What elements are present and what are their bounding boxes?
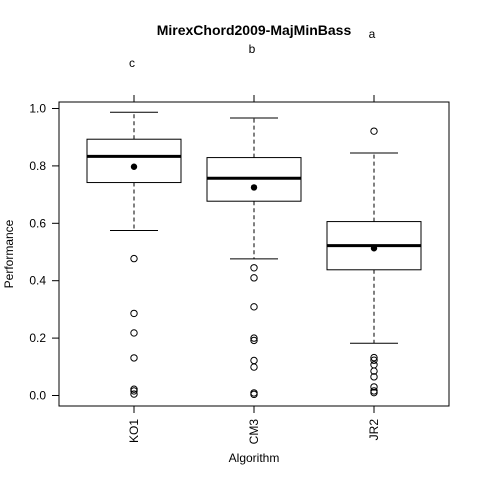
outlier-point xyxy=(250,303,258,311)
boxes-layer xyxy=(86,111,422,399)
mean-point xyxy=(250,184,258,191)
outlier-point xyxy=(370,353,378,362)
y-tick-label: 0.8 xyxy=(29,159,46,173)
mean-point xyxy=(130,163,138,170)
x-axis-label: Algorithm xyxy=(229,451,280,465)
outlier-point xyxy=(250,264,258,272)
outlier-point xyxy=(370,373,378,381)
outlier-point xyxy=(250,274,258,282)
outlier-point xyxy=(370,383,378,391)
group-letter: a xyxy=(369,27,376,41)
outlier-point xyxy=(250,334,258,342)
outlier-point xyxy=(130,254,138,263)
x-tick-label: CM3 xyxy=(247,419,261,445)
y-tick-label: 0.6 xyxy=(29,216,46,230)
y-tick-label: 0.0 xyxy=(29,389,46,403)
outlier-point xyxy=(250,356,258,365)
x-tick-label: JR2 xyxy=(367,419,381,441)
outlier-point xyxy=(130,387,138,395)
y-axis: 0.0 0.2 0.4 0.6 0.8 1.0 xyxy=(29,102,59,403)
x-axis: KO1 c CM3 b JR2 a xyxy=(127,27,381,444)
outlier-point xyxy=(130,329,138,337)
outlier-point xyxy=(250,390,258,399)
outlier-point xyxy=(250,336,258,345)
outlier-point xyxy=(370,356,378,364)
group-letter: c xyxy=(129,56,135,70)
outlier-point xyxy=(370,367,378,375)
outlier-point xyxy=(250,363,258,371)
group-letter: b xyxy=(249,42,256,56)
outlier-point xyxy=(130,309,138,318)
outlier-point xyxy=(370,388,378,397)
box-cm3 xyxy=(206,117,302,399)
box-jr2 xyxy=(326,127,422,397)
x-tick-label: KO1 xyxy=(127,419,141,443)
outlier-point xyxy=(130,354,138,362)
y-tick-label: 0.2 xyxy=(29,331,46,345)
box-ko1 xyxy=(86,111,182,398)
mean-point xyxy=(370,245,378,252)
chart-title: MirexChord2009-MajMinBass xyxy=(157,22,352,38)
outlier-point xyxy=(130,390,138,398)
outlier-point xyxy=(370,361,378,369)
y-axis-label: Performance xyxy=(2,219,16,288)
y-tick-label: 1.0 xyxy=(29,102,46,116)
y-tick-label: 0.4 xyxy=(29,274,46,288)
outlier-point xyxy=(370,127,378,135)
box-iqr xyxy=(86,138,182,184)
